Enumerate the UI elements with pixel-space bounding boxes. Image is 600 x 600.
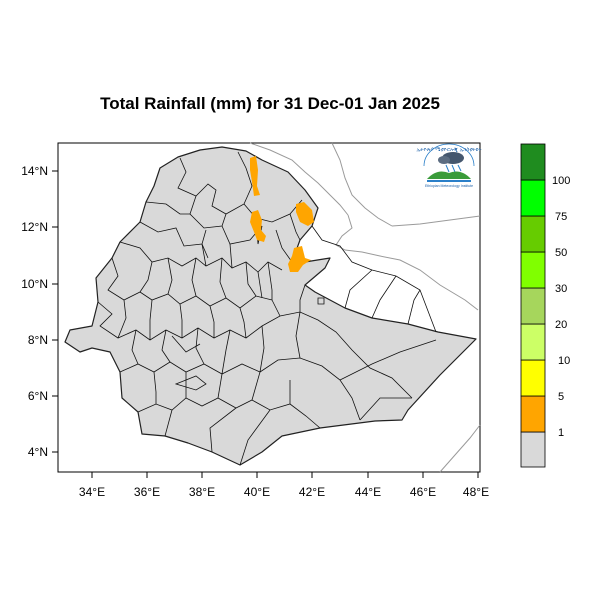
y-tick-label: 4°N — [28, 445, 48, 459]
x-tick-label: 34°E — [79, 485, 105, 499]
logo-arc — [423, 143, 475, 167]
x-tick-label: 44°E — [355, 485, 381, 499]
colorbar-label: 50 — [555, 247, 567, 259]
colorbar-label: 5 — [558, 391, 564, 403]
colorbar-box-1-5 — [520, 395, 546, 433]
y-tick-label: 8°N — [28, 333, 48, 347]
colorbar-label: 1 — [558, 427, 564, 439]
colorbar-label: 100 — [552, 175, 570, 187]
ethiopia-landmass — [64, 146, 477, 466]
x-tick-label: 46°E — [410, 485, 436, 499]
y-axis-labels: 14°N 12°N 10°N 8°N 6°N 4°N — [21, 164, 48, 459]
colorbar-box-below-1 — [520, 431, 546, 468]
red-sea-east-coast — [331, 142, 393, 227]
x-axis-labels: 34°E 36°E 38°E 40°E 42°E 44°E 46°E 48°E — [79, 485, 489, 499]
x-tick-label: 48°E — [463, 485, 489, 499]
rain-patch-afar-west — [250, 210, 266, 242]
x-tick-label: 42°E — [299, 485, 325, 499]
rainfall-patches — [250, 156, 314, 272]
x-tick-label: 40°E — [244, 485, 270, 499]
red-sea-west-coast — [249, 142, 349, 216]
colorbar-box-50-75 — [520, 215, 546, 253]
indian-ocean-coast — [439, 424, 481, 473]
colorbar-box-10-20 — [520, 323, 546, 361]
rain-patch-north-tigray — [250, 156, 260, 196]
rain-drops-icon — [445, 164, 462, 173]
colorbar-label: 30 — [555, 283, 567, 295]
gulf-of-aden-north-coast — [391, 215, 481, 227]
y-tick-label: 6°N — [28, 389, 48, 403]
institute-logo: ኢትዮጵያ ሜቲዮሮሎጂ ኢንስቲትዩት Ethiopian Meteorolo… — [416, 143, 482, 190]
colorbar-box-20-30 — [520, 287, 546, 325]
colorbar-box-above-100 — [520, 143, 546, 181]
x-tick-label: 36°E — [134, 485, 160, 499]
gulf-of-aden-south-coast — [335, 214, 479, 311]
colorbar-box-30-50 — [520, 251, 546, 289]
logo-top-text: ኢትዮጵያ ሜቲዮሮሎጂ ኢንስቲትዩት — [416, 147, 482, 153]
map-title: Total Rainfall (mm) for 31 Dec-01 Jan 20… — [100, 94, 440, 113]
colorbar-box-75-100 — [520, 179, 546, 217]
colorbar-label: 75 — [555, 211, 567, 223]
axis-ticks — [52, 170, 479, 478]
colorbar-legend: 1 5 10 20 30 50 75 100 — [520, 143, 570, 468]
x-tick-label: 38°E — [189, 485, 215, 499]
cloud-icon-part — [438, 156, 450, 164]
rain-patch-afar-north — [296, 202, 314, 226]
logo-bottom-text: Ethiopian Meteorology Institute — [425, 184, 473, 188]
map-frame — [57, 142, 481, 473]
mountains-icon — [427, 171, 471, 179]
y-tick-label: 14°N — [21, 164, 48, 178]
colorbar-box-5-10 — [520, 359, 546, 397]
y-tick-label: 10°N — [21, 277, 48, 291]
y-tick-label: 12°N — [21, 220, 48, 234]
colorbar-label: 10 — [558, 355, 570, 367]
colorbar-label: 20 — [555, 319, 567, 331]
rain-patch-afar-south — [288, 246, 311, 272]
map-plot-area: ኢትዮጵያ ሜቲዮሮሎጂ ኢንስቲትዩት Ethiopian Meteorolo… — [64, 142, 482, 473]
coastlines — [249, 142, 481, 473]
